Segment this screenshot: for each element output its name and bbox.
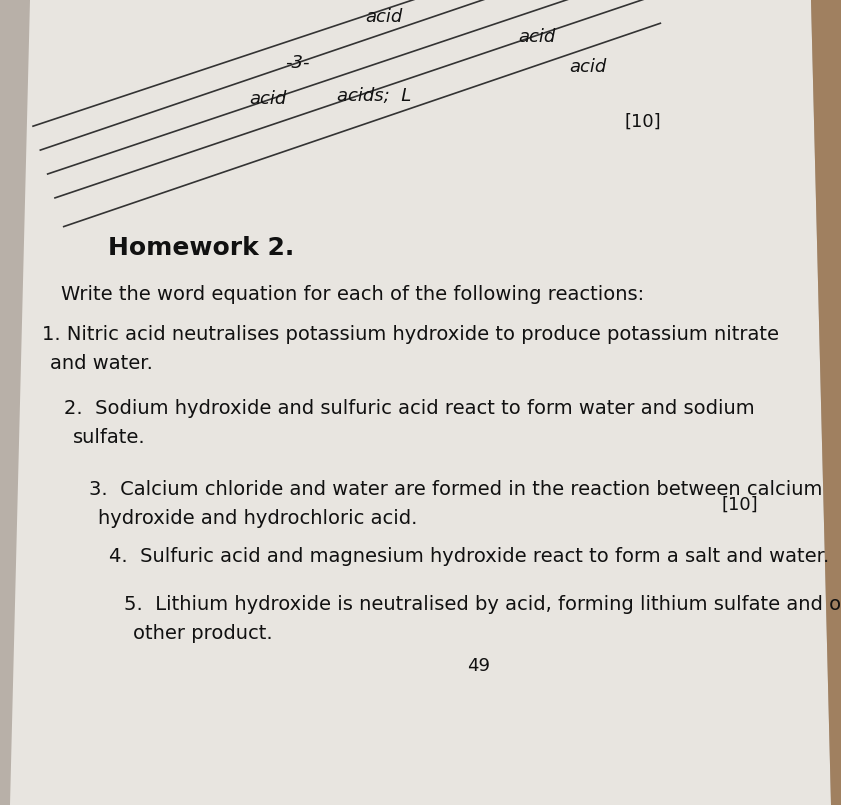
Text: 5.  Lithium hydroxide is neutralised by acid, forming lithium sulfate and one: 5. Lithium hydroxide is neutralised by a…	[124, 595, 841, 614]
Text: hydroxide and hydrochloric acid.: hydroxide and hydrochloric acid.	[98, 509, 417, 528]
Text: acid: acid	[250, 89, 287, 108]
Text: -3-: -3-	[285, 54, 310, 72]
Text: [10]: [10]	[722, 496, 758, 514]
Text: acid: acid	[366, 8, 403, 26]
Text: acid: acid	[518, 28, 556, 47]
Text: [10]: [10]	[625, 113, 662, 130]
Polygon shape	[10, 0, 831, 805]
Text: 4.  Sulfuric acid and magnesium hydroxide react to form a salt and water.: 4. Sulfuric acid and magnesium hydroxide…	[109, 547, 830, 566]
Text: and water.: and water.	[50, 354, 153, 373]
Text: 2.  Sodium hydroxide and sulfuric acid react to form water and sodium: 2. Sodium hydroxide and sulfuric acid re…	[64, 399, 754, 418]
Text: other product.: other product.	[133, 624, 272, 642]
Text: sulfate.: sulfate.	[73, 427, 145, 447]
Text: 3.  Calcium chloride and water are formed in the reaction between calcium: 3. Calcium chloride and water are formed…	[89, 481, 822, 499]
Text: Write the word equation for each of the following reactions:: Write the word equation for each of the …	[61, 285, 644, 304]
Text: Homework 2.: Homework 2.	[108, 236, 294, 260]
Text: acid: acid	[569, 58, 606, 76]
Text: acids;  L: acids; L	[337, 87, 412, 105]
Text: 49: 49	[468, 658, 490, 675]
Text: 1. Nitric acid neutralises potassium hydroxide to produce potassium nitrate: 1. Nitric acid neutralises potassium hyd…	[42, 325, 779, 345]
Polygon shape	[811, 0, 841, 805]
